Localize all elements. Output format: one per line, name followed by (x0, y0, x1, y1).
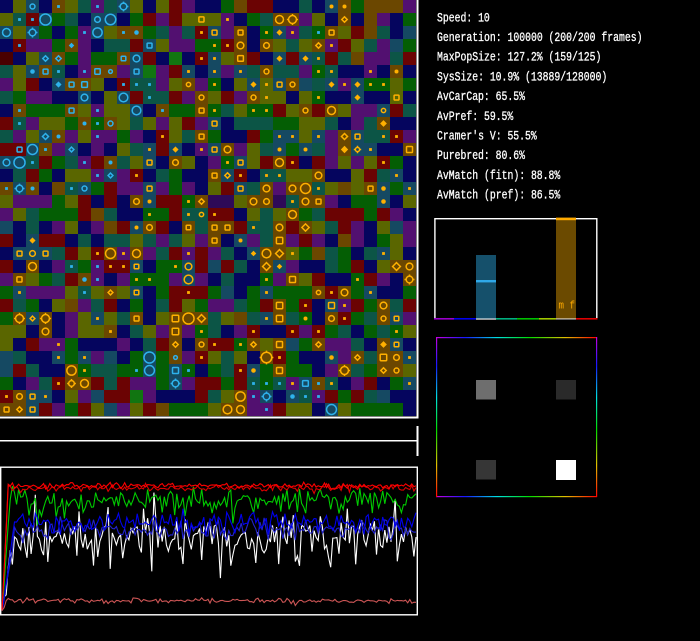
svg-text:Speed: 10: Speed: 10 (437, 11, 490, 25)
svg-text:Cramer's V: 55.5%: Cramer's V: 55.5% (437, 130, 537, 144)
svg-text:AvMatch (pref): 86.5%: AvMatch (pref): 86.5% (437, 189, 561, 203)
svg-text:AvPref: 59.5%: AvPref: 59.5% (437, 110, 514, 124)
svg-text:Generation: 100000 (200/200 fr: Generation: 100000 (200/200 frames) (437, 31, 643, 45)
svg-text:MaxPopSize: 127.2% (159/125): MaxPopSize: 127.2% (159/125) (437, 51, 601, 65)
svg-text:SysSize: 10.9% (13889/128000): SysSize: 10.9% (13889/128000) (437, 70, 607, 84)
svg-text:AvMatch (fitn): 88.8%: AvMatch (fitn): 88.8% (437, 169, 561, 183)
svg-text:Purebred: 80.6%: Purebred: 80.6% (437, 149, 525, 163)
svg-text:AvCarCap: 65.5%: AvCarCap: 65.5% (437, 90, 525, 104)
svg-text:m f: m f (559, 301, 576, 313)
